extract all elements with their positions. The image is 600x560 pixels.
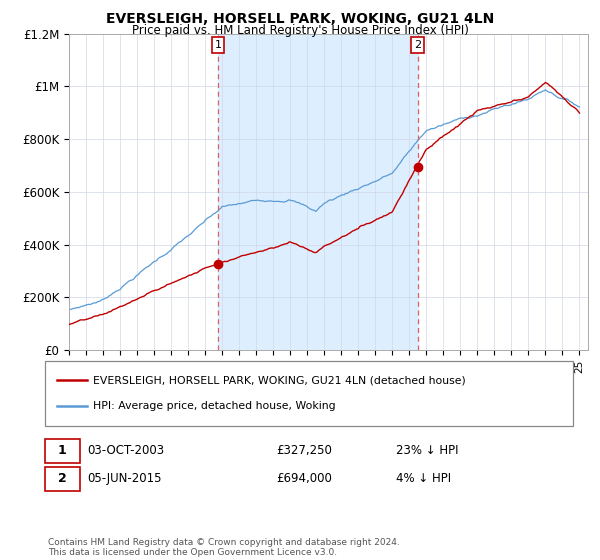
Text: 1: 1 bbox=[58, 444, 67, 458]
Text: 4% ↓ HPI: 4% ↓ HPI bbox=[396, 472, 451, 486]
Text: £327,250: £327,250 bbox=[276, 444, 332, 458]
Text: EVERSLEIGH, HORSELL PARK, WOKING, GU21 4LN: EVERSLEIGH, HORSELL PARK, WOKING, GU21 4… bbox=[106, 12, 494, 26]
Text: 03-OCT-2003: 03-OCT-2003 bbox=[87, 444, 164, 458]
Text: 2: 2 bbox=[414, 40, 421, 50]
Text: HPI: Average price, detached house, Woking: HPI: Average price, detached house, Woki… bbox=[93, 402, 335, 412]
Text: £694,000: £694,000 bbox=[276, 472, 332, 486]
Bar bbox=[218, 34, 418, 350]
Text: 2: 2 bbox=[58, 472, 67, 486]
Text: 05-JUN-2015: 05-JUN-2015 bbox=[87, 472, 161, 486]
Text: 1: 1 bbox=[214, 40, 221, 50]
Text: 23% ↓ HPI: 23% ↓ HPI bbox=[396, 444, 458, 458]
Text: Contains HM Land Registry data © Crown copyright and database right 2024.
This d: Contains HM Land Registry data © Crown c… bbox=[48, 538, 400, 557]
Text: EVERSLEIGH, HORSELL PARK, WOKING, GU21 4LN (detached house): EVERSLEIGH, HORSELL PARK, WOKING, GU21 4… bbox=[93, 375, 466, 385]
Text: Price paid vs. HM Land Registry's House Price Index (HPI): Price paid vs. HM Land Registry's House … bbox=[131, 24, 469, 36]
